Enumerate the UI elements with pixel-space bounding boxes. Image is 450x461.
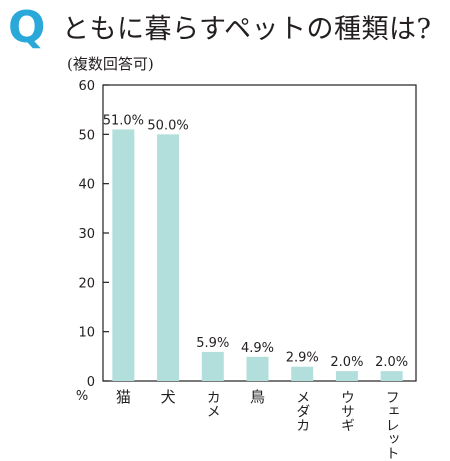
y-tick-label: 60 [78,79,95,94]
value-label: 4.9% [241,341,274,356]
y-tick-label: 0 [87,375,95,390]
y-unit-label: % [76,389,88,404]
value-label: 2.9% [286,351,319,366]
chart-subtitle: (複数回答可) [67,55,154,73]
value-label: 5.9% [196,336,229,351]
bar [157,134,180,381]
category-label: 犬 [161,388,176,406]
q-mark: Q [8,2,46,53]
category-label: カメ [205,390,221,418]
bar [246,356,269,381]
chart-title: ともに暮らすペットの種類は? [62,14,432,45]
category-label: ウサギ [339,390,355,432]
bar [291,366,314,381]
y-tick-label: 30 [78,227,95,242]
category-label: 鳥 [250,388,265,406]
y-tick-label: 50 [78,128,95,143]
bar [112,129,135,381]
bar [335,371,358,381]
value-label: 50.0% [147,118,188,133]
category-label: メダカ [294,390,310,432]
value-label: 51.0% [103,113,144,128]
bar [201,351,224,381]
y-tick-label: 40 [78,178,95,193]
y-tick-label: 10 [78,326,95,341]
y-tick-label: 20 [78,276,95,291]
bar [380,371,403,381]
category-label: 猫 [116,388,131,406]
value-label: 2.0% [375,355,408,370]
value-label: 2.0% [330,355,363,370]
category-label: フェレット [384,390,400,460]
